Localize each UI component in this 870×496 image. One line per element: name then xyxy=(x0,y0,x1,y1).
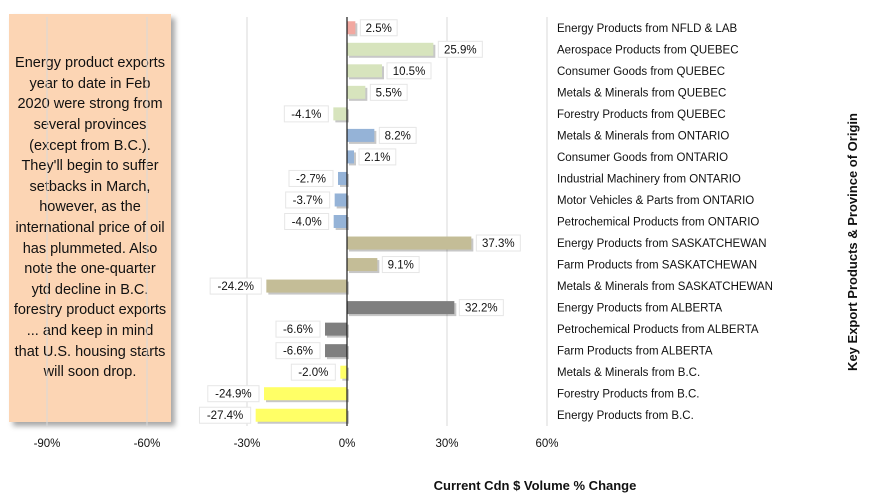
data-label-box xyxy=(359,19,398,37)
data-label-box xyxy=(369,83,408,101)
bar xyxy=(333,107,347,121)
category-label: Energy Products from B.C. xyxy=(557,410,694,422)
annotation-text: Energy product exports year to date in F… xyxy=(13,55,167,381)
bar xyxy=(347,85,366,99)
data-label-box xyxy=(381,256,420,274)
bar xyxy=(347,236,472,250)
data-label-box xyxy=(207,385,260,403)
bar xyxy=(264,387,347,401)
bar xyxy=(347,150,354,164)
data-label: -27.4% xyxy=(207,410,243,422)
annotation-box: Energy product exports year to date in F… xyxy=(9,14,171,422)
data-label-box xyxy=(275,320,321,338)
data-label-box xyxy=(198,406,252,424)
bar xyxy=(334,193,347,207)
data-label: -24.9% xyxy=(215,389,251,401)
category-label: Motor Vehicles & Parts from ONTARIO xyxy=(557,195,754,207)
x-tick-label: 30% xyxy=(435,438,458,450)
data-label: -2.0% xyxy=(298,367,328,379)
data-label: -4.0% xyxy=(292,217,322,229)
category-label: Farm Products from ALBERTA xyxy=(557,346,713,358)
category-label: Farm Products from SASKATCHEWAN xyxy=(557,260,757,272)
bar xyxy=(340,365,347,379)
bar xyxy=(347,21,356,35)
data-label-box xyxy=(458,299,504,317)
data-label-box xyxy=(437,40,483,58)
data-label: 2.5% xyxy=(366,23,392,35)
x-tick-label: 0% xyxy=(339,438,356,450)
x-tick-label: -30% xyxy=(234,438,261,450)
bar xyxy=(325,322,347,336)
data-label-box xyxy=(386,62,432,80)
data-label: 25.9% xyxy=(444,44,477,56)
category-label: Consumer Goods from ONTARIO xyxy=(557,152,728,164)
data-label: -24.2% xyxy=(218,281,254,293)
data-label-box xyxy=(290,363,336,381)
x-tick-label: -60% xyxy=(134,438,161,450)
data-label: -6.6% xyxy=(283,324,313,336)
x-tick-label: 60% xyxy=(535,438,558,450)
x-axis-title: Current Cdn $ Volume % Change xyxy=(434,478,637,493)
category-label: Metals & Minerals from SASKATCHEWAN xyxy=(557,281,773,293)
data-label-box xyxy=(358,148,397,166)
category-label: Consumer Goods from QUEBEC xyxy=(557,66,725,78)
data-label-box xyxy=(288,169,334,187)
data-label: 9.1% xyxy=(388,260,414,272)
category-label: Petrochemical Products from ONTARIO xyxy=(557,217,759,229)
data-label-box xyxy=(378,126,417,144)
bar xyxy=(347,128,375,142)
category-label: Metals & Minerals from QUEBEC xyxy=(557,87,726,99)
category-label: Petrochemical Products from ALBERTA xyxy=(557,324,759,336)
bar xyxy=(266,279,347,293)
category-label: Industrial Machinery from ONTARIO xyxy=(557,173,741,185)
bar xyxy=(338,171,347,185)
bar xyxy=(255,408,347,422)
data-label: -6.6% xyxy=(283,346,313,358)
category-label: Forestry Products from QUEBEC xyxy=(557,109,726,121)
data-label: 5.5% xyxy=(376,87,402,99)
data-label-box xyxy=(275,342,321,360)
data-label: -3.7% xyxy=(293,195,323,207)
data-label: 2.1% xyxy=(364,152,390,164)
bar xyxy=(347,258,378,272)
data-label: 8.2% xyxy=(385,130,411,142)
bar xyxy=(333,215,347,228)
data-label: 37.3% xyxy=(482,238,515,250)
category-label: Metals & Minerals from ONTARIO xyxy=(557,130,729,142)
bar xyxy=(347,301,455,315)
data-label-box xyxy=(209,277,262,295)
category-label: Energy Products from SASKATCHEWAN xyxy=(557,238,767,250)
data-label: -4.1% xyxy=(291,109,321,121)
data-label-box xyxy=(283,105,329,123)
category-label: Energy Products from ALBERTA xyxy=(557,303,722,315)
data-label-box xyxy=(475,234,521,252)
x-tick-label: -90% xyxy=(34,438,61,450)
data-label-box xyxy=(285,191,331,209)
bar xyxy=(347,64,382,78)
y-axis-title: Key Export Products & Province of Origin xyxy=(845,113,860,371)
category-label: Aerospace Products from QUEBEC xyxy=(557,44,739,56)
data-label: 10.5% xyxy=(393,66,426,78)
bar xyxy=(347,42,434,56)
bar xyxy=(325,344,347,358)
data-label-box xyxy=(284,213,330,230)
category-label: Forestry Products from B.C. xyxy=(557,389,700,401)
data-label: 32.2% xyxy=(465,303,498,315)
category-label: Energy Products from NFLD & LAB xyxy=(557,23,738,35)
category-label: Metals & Minerals from B.C. xyxy=(557,367,700,379)
data-label: -2.7% xyxy=(296,173,326,185)
